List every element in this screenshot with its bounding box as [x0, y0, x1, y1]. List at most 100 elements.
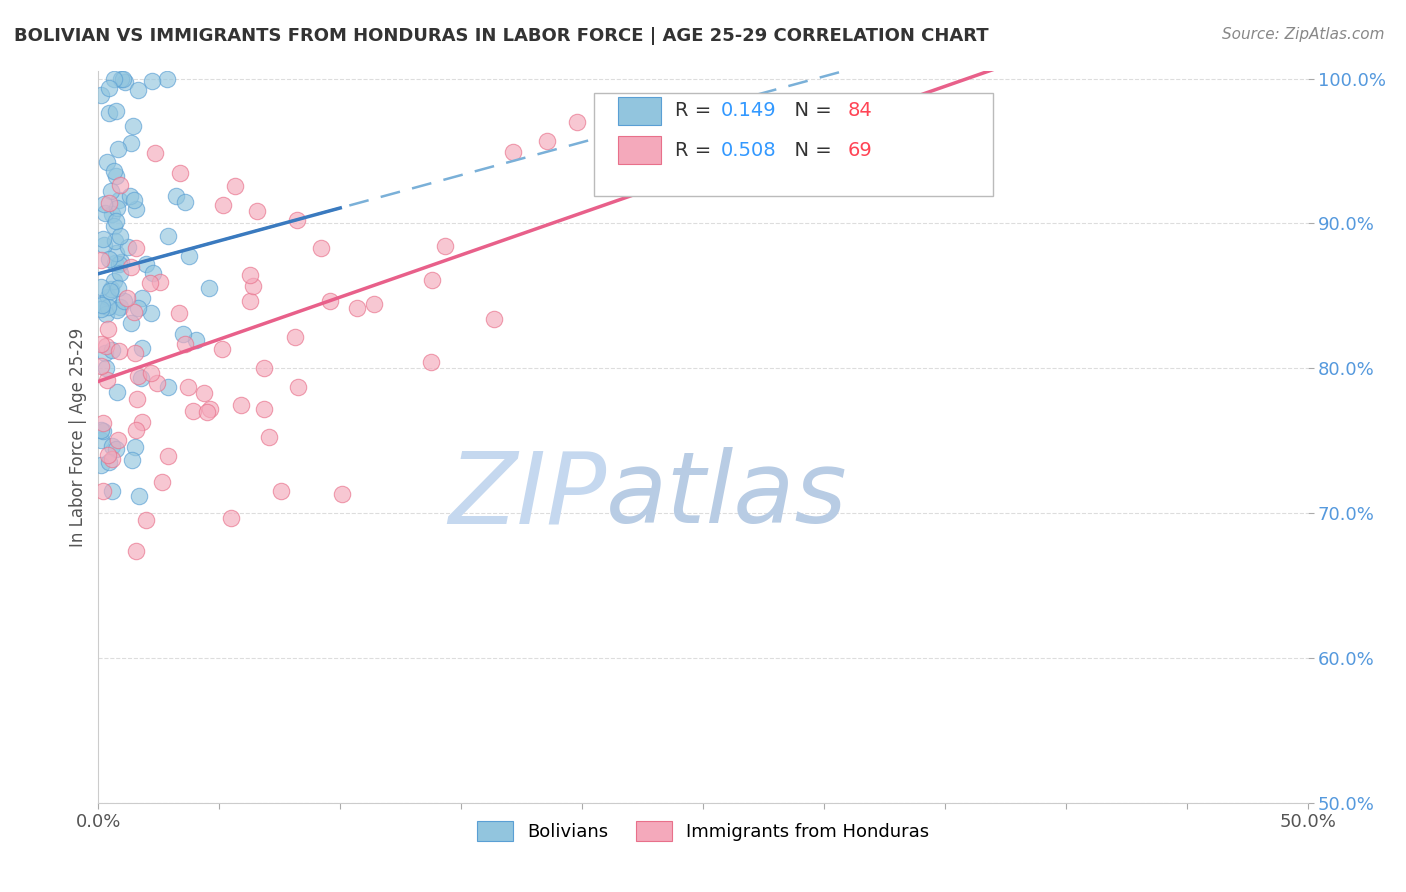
Point: [645, 115, 668, 129]
Point: [98, 252, 121, 266]
Point: [125, 544, 148, 558]
Point: [167, 306, 190, 320]
Point: [150, 475, 173, 489]
Point: [94, 206, 117, 220]
Point: [90, 458, 112, 472]
Text: BOLIVIAN VS IMMIGRANTS FROM HONDURAS IN LABOR FORCE | AGE 25-29 CORRELATION CHAR: BOLIVIAN VS IMMIGRANTS FROM HONDURAS IN …: [14, 27, 988, 45]
FancyBboxPatch shape: [619, 97, 661, 125]
Point: [101, 207, 124, 221]
Text: R =: R =: [675, 141, 717, 160]
Point: [93, 238, 115, 252]
Point: [156, 449, 179, 463]
Point: [131, 415, 153, 429]
Point: [419, 354, 441, 368]
Point: [224, 178, 246, 193]
Point: [107, 257, 129, 271]
Point: [253, 360, 276, 375]
Point: [91, 298, 114, 312]
Point: [181, 404, 204, 418]
Point: [117, 240, 139, 254]
Point: [103, 235, 125, 249]
Point: [212, 198, 235, 212]
Point: [157, 380, 180, 394]
Point: [363, 296, 385, 310]
Point: [91, 232, 114, 246]
Point: [420, 273, 443, 287]
Point: [105, 104, 128, 119]
Point: [125, 241, 148, 255]
Point: [90, 252, 112, 267]
Point: [98, 284, 121, 298]
Point: [107, 142, 129, 156]
Point: [484, 312, 506, 326]
Y-axis label: In Labor Force | Age 25-29: In Labor Force | Age 25-29: [69, 327, 87, 547]
Point: [165, 189, 187, 203]
Point: [98, 106, 121, 120]
Point: [104, 245, 127, 260]
Point: [287, 380, 309, 394]
Point: [177, 380, 200, 394]
Text: ZIP: ZIP: [449, 447, 606, 544]
Point: [105, 442, 128, 457]
Point: [127, 392, 149, 406]
Point: [112, 71, 135, 86]
Point: [94, 307, 117, 321]
Point: [127, 369, 149, 384]
Point: [502, 145, 524, 159]
Point: [169, 166, 191, 180]
Point: [211, 342, 233, 356]
Point: [127, 301, 149, 315]
Point: [120, 316, 142, 330]
Point: [94, 346, 117, 360]
Point: [103, 164, 125, 178]
Point: [110, 178, 132, 192]
Text: 0.508: 0.508: [721, 141, 776, 160]
Point: [97, 196, 120, 211]
Point: [135, 513, 157, 527]
Point: [97, 300, 120, 314]
Point: [124, 346, 146, 360]
Point: [139, 366, 162, 380]
Point: [270, 483, 292, 498]
Point: [101, 451, 124, 466]
Text: N =: N =: [782, 141, 831, 160]
Point: [177, 250, 200, 264]
Point: [96, 361, 118, 376]
Point: [91, 416, 114, 430]
Point: [346, 301, 368, 315]
Text: R =: R =: [675, 102, 717, 120]
Point: [108, 300, 131, 314]
Point: [97, 448, 120, 462]
Point: [433, 238, 456, 252]
Text: 84: 84: [848, 102, 873, 120]
Point: [97, 455, 120, 469]
Point: [193, 385, 215, 400]
Legend: Bolivians, Immigrants from Honduras: Bolivians, Immigrants from Honduras: [470, 814, 936, 848]
Point: [90, 87, 112, 102]
Point: [128, 489, 150, 503]
Point: [242, 278, 264, 293]
Point: [100, 184, 122, 198]
Point: [93, 197, 115, 211]
Text: 69: 69: [848, 141, 873, 160]
Point: [107, 280, 129, 294]
FancyBboxPatch shape: [619, 136, 661, 164]
Point: [229, 398, 252, 412]
Point: [96, 373, 118, 387]
Point: [114, 75, 136, 89]
Point: [174, 336, 197, 351]
Point: [90, 297, 112, 311]
Point: [172, 326, 194, 341]
Point: [105, 201, 128, 215]
Point: [90, 359, 112, 373]
Point: [141, 74, 163, 88]
Point: [124, 440, 146, 454]
Point: [114, 294, 136, 309]
Point: [245, 204, 267, 219]
Point: [120, 260, 142, 274]
Point: [101, 343, 124, 357]
Point: [135, 257, 157, 271]
Point: [195, 405, 218, 419]
Text: atlas: atlas: [606, 447, 848, 544]
Point: [108, 343, 131, 358]
